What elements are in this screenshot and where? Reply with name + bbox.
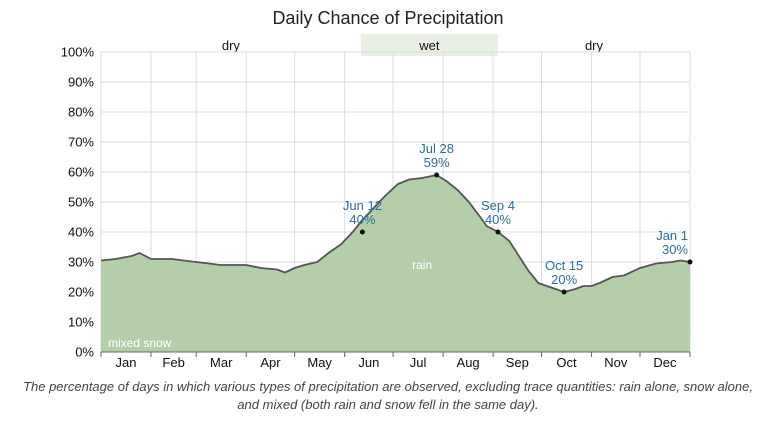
annotation-date: Sep 4 [481,198,515,213]
y-tick-label: 40% [68,225,94,240]
annotation-value: 30% [662,242,688,257]
annotation-date: Jan 1 [656,228,688,243]
y-tick-label: 0% [75,345,94,360]
rain-label: rain [412,258,432,272]
x-tick-label: Jul [410,355,427,370]
annotation-date: Jun 12 [343,198,382,213]
chart-caption: The percentage of days in which various … [23,379,753,412]
annotation-value: 20% [551,272,577,287]
area-layer [100,174,691,352]
annotation-value: 40% [485,212,511,227]
precipitation-chart: dry wet dry 0% 10% 20% 30% 40% 50% 60% 70% 80% 90% 1… [61,34,693,370]
x-tick-label: Mar [210,355,233,370]
x-tick-label: Nov [604,355,628,370]
annotation-value: 40% [349,212,375,227]
annotation-date: Oct 15 [545,258,583,273]
annotation-marker [495,229,501,235]
x-tick-label: Sep [506,355,529,370]
rain-line [100,174,691,293]
annotation-marker [434,172,440,178]
y-tick-label: 30% [68,255,94,270]
season-label-dry: dry [585,38,604,53]
series-labels: rain mixed snow [108,258,432,350]
y-tick-label: 80% [68,105,94,120]
season-band-wet [360,34,498,56]
x-tick-label: Feb [162,355,184,370]
y-tick-label: 50% [68,195,94,210]
x-tick-label: Jun [358,355,379,370]
annotation-marker [359,229,365,235]
annotation-marker [561,289,567,295]
x-tick-label: Aug [457,355,480,370]
y-tick-label: 90% [68,75,94,90]
y-axis: 0% 10% 20% 30% 40% 50% 60% 70% 80% 90% 100% [61,45,95,360]
chart-title: Daily Chance of Precipitation [272,8,504,28]
y-tick-label: 20% [68,285,94,300]
x-axis: Jan Feb Mar Apr May Jun Jul Aug Sep Oct Nov Dec [100,351,691,370]
rain-area [101,175,690,352]
x-tick-label: Apr [260,355,281,370]
annotation-value: 59% [424,155,450,170]
season-label-wet: wet [418,38,440,53]
y-tick-label: 100% [61,45,95,60]
annotation-date: Jul 28 [419,141,454,156]
annotation-marker [687,259,693,265]
season-bands: dry wet dry [222,34,604,56]
x-tick-label: Dec [653,355,677,370]
y-tick-label: 10% [68,315,94,330]
season-label-dry: dry [222,38,241,53]
x-tick-label: May [307,355,332,370]
y-tick-label: 70% [68,135,94,150]
y-tick-label: 60% [68,165,94,180]
x-tick-label: Oct [556,355,577,370]
x-tick-label: Jan [116,355,137,370]
mixed-snow-label: mixed snow [108,336,172,350]
